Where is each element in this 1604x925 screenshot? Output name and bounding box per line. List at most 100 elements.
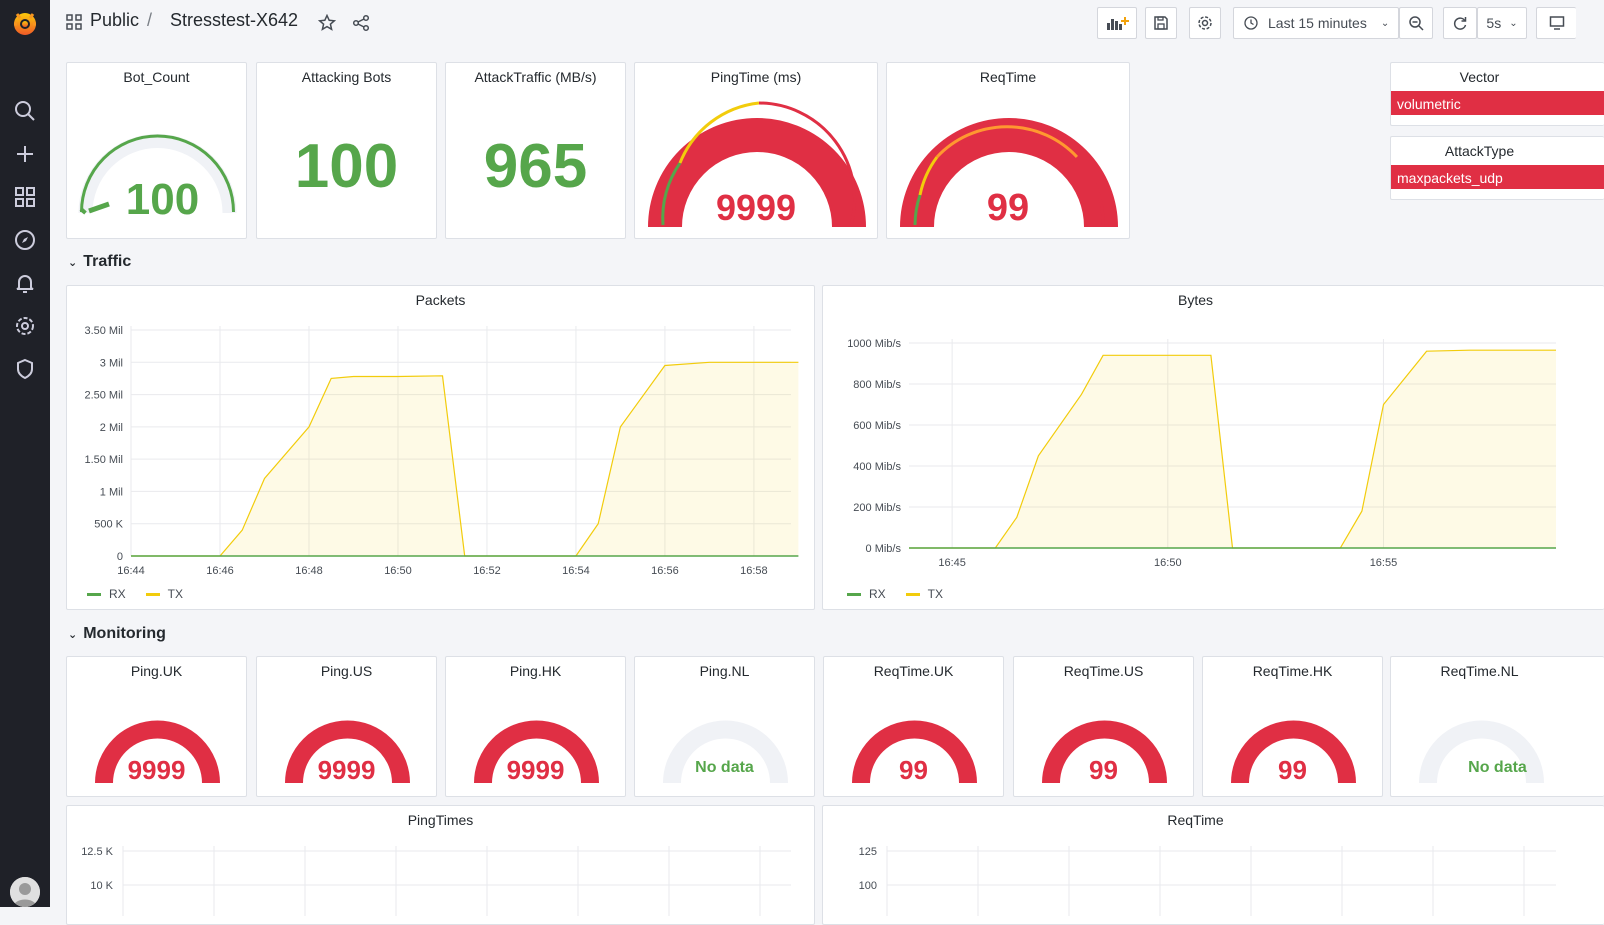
breadcrumb-folder[interactable]: Public <box>90 10 140 30</box>
x-tick-label: 16:50 <box>384 565 412 577</box>
x-tick-label: 16:55 <box>1370 557 1398 569</box>
refresh-interval-picker[interactable]: 5s ⌄ <box>1477 7 1527 39</box>
gauge-value: No data <box>1468 759 1527 776</box>
bot-count-value: 100 <box>125 175 200 224</box>
y-tick-label: 0 <box>117 551 123 563</box>
gauge-fill <box>474 720 599 784</box>
y-tick-label: 12.5 K <box>81 846 113 858</box>
breadcrumb-separator: / <box>147 10 153 30</box>
packets-chart: 3.50 Mil 3 Mil 2.50 Mil 2 Mil 1.50 Mil 1 Mil 5… <box>84 325 799 577</box>
explore-compass-icon[interactable] <box>11 226 39 254</box>
panel-title: AttackTraffic (MB/s) <box>474 69 597 85</box>
panel-monitor-reqtime-us[interactable]: ReqTime.US 99 <box>1013 656 1194 797</box>
attack-traffic-value: 965 <box>483 132 588 201</box>
gauge-arc <box>95 720 220 784</box>
x-tick-label: 16:54 <box>562 565 590 577</box>
gauge-value: 99 <box>1089 755 1118 785</box>
gauge-arc <box>1042 720 1167 784</box>
panel-title: ReqTime <box>979 69 1037 85</box>
legend-tx[interactable]: TX <box>927 587 944 601</box>
chevron-down-icon: ⌄ <box>1509 17 1518 29</box>
row-monitoring[interactable]: ⌄ Monitoring <box>68 625 166 643</box>
refresh-button[interactable] <box>1443 7 1477 39</box>
gauge-value: 9999 <box>127 755 186 785</box>
dashboard-settings-button[interactable] <box>1189 7 1221 39</box>
bytes-legend: RX TX <box>847 587 963 601</box>
series-tx-line <box>131 361 799 557</box>
gauge-fill <box>95 720 220 784</box>
y-tick-label: 10 K <box>90 880 113 892</box>
dashboard-title[interactable]: Stresstest-X642 <box>170 10 299 30</box>
gauge-arc <box>663 720 788 784</box>
zoom-out-icon <box>1409 16 1424 31</box>
x-tick-label: 16:48 <box>295 565 323 577</box>
panel-monitor-reqtime-hk[interactable]: ReqTime.HK 99 <box>1202 656 1383 797</box>
y-tick-label: 500 K <box>94 519 123 531</box>
gauge-arc <box>474 720 599 784</box>
gauge-value: 9999 <box>317 755 376 785</box>
panel-title: Bytes <box>1177 292 1213 308</box>
legend-tx[interactable]: TX <box>167 587 184 601</box>
panel-monitor-reqtime-nl[interactable]: ReqTime.NL No data <box>1390 656 1604 797</box>
panel-bot-count[interactable]: Bot_Count 100 <box>66 62 247 239</box>
y-tick-label: 2.50 Mil <box>84 390 123 402</box>
panel-bytes[interactable]: Bytes 1000 Mib/s 800 Mib/s 600 Mib/s 400 Mi… <box>822 285 1604 610</box>
add-panel-button[interactable] <box>1097 7 1137 39</box>
time-range-picker[interactable]: Last 15 minutes ⌄ <box>1233 7 1399 39</box>
shield-icon[interactable] <box>11 355 39 383</box>
bytes-chart: 1000 Mib/s 800 Mib/s 600 Mib/s 400 Mib/s 200… <box>847 338 1556 569</box>
panel-monitor-ping-nl[interactable]: Ping.NL No data <box>634 656 815 797</box>
panel-title: ReqTime.UK <box>873 663 954 679</box>
panel-attack-type[interactable]: AttackType maxpackets_udp <box>1390 136 1604 200</box>
panel-req-time[interactable]: ReqTime 99 <box>886 62 1130 239</box>
gear-icon <box>1198 16 1212 30</box>
chevron-down-icon: ⌄ <box>68 629 78 641</box>
bell-icon[interactable] <box>11 269 39 297</box>
gauge-arc <box>1419 720 1544 784</box>
gear-icon[interactable] <box>11 312 39 340</box>
x-tick-label: 16:44 <box>117 565 145 577</box>
gauge-fill <box>852 720 977 784</box>
plus-icon[interactable] <box>11 140 39 168</box>
y-tick-label: 600 Mib/s <box>853 420 901 432</box>
save-dashboard-button[interactable] <box>1145 7 1177 39</box>
panel-vector[interactable]: Vector volumetric <box>1390 62 1604 126</box>
req-time-value: 99 <box>986 187 1030 229</box>
x-tick-label: 16:52 <box>473 565 501 577</box>
tv-mode-button[interactable] <box>1536 7 1576 39</box>
row-traffic-title: Traffic <box>83 253 132 270</box>
ping-time-value: 9999 <box>715 187 797 228</box>
attacking-bots-value: 100 <box>294 132 399 201</box>
panel-reqtime-chart[interactable]: ReqTime 125 100 <box>822 805 1604 925</box>
share-icon[interactable] <box>352 14 370 37</box>
row-traffic[interactable]: ⌄ Traffic <box>68 253 131 271</box>
panel-monitor-ping-us[interactable]: Ping.US 9999 <box>256 656 437 797</box>
panel-monitor-reqtime-uk[interactable]: ReqTime.UK 99 <box>823 656 1004 797</box>
panel-monitor-ping-uk[interactable]: Ping.UK 9999 <box>66 656 247 797</box>
clock-icon <box>1244 16 1258 30</box>
gauge-value: 9999 <box>506 755 565 785</box>
zoom-out-button[interactable] <box>1399 7 1433 39</box>
x-tick-label: 16:58 <box>740 565 768 577</box>
panel-pingtimes[interactable]: PingTimes 12.5 K 10 K <box>66 805 815 925</box>
gauge-arc <box>285 720 410 784</box>
user-avatar[interactable] <box>10 877 40 907</box>
dashboards-icon[interactable] <box>11 183 39 211</box>
star-icon[interactable] <box>317 13 337 37</box>
grafana-logo-icon[interactable] <box>8 6 42 40</box>
panel-title: ReqTime.US <box>1063 663 1144 679</box>
panel-title: ReqTime.NL <box>1440 663 1519 679</box>
save-icon <box>1154 16 1168 30</box>
panel-title: Vector <box>1459 69 1500 85</box>
legend-rx[interactable]: RX <box>869 587 886 601</box>
legend-rx[interactable]: RX <box>109 587 126 601</box>
panel-ping-time[interactable]: PingTime (ms) 9999 <box>634 62 878 239</box>
x-tick-label: 16:46 <box>206 565 234 577</box>
panel-attack-traffic[interactable]: AttackTraffic (MB/s) 965 <box>445 62 626 239</box>
ping-time-gauge <box>648 101 866 228</box>
panel-monitor-ping-hk[interactable]: Ping.HK 9999 <box>445 656 626 797</box>
x-tick-label: 16:56 <box>651 565 679 577</box>
panel-packets[interactable]: Packets 3.50 Mil 3 Mil 2.50 Mil 2 Mil 1.50 M… <box>66 285 815 610</box>
search-icon[interactable] <box>11 97 39 125</box>
panel-attacking-bots[interactable]: Attacking Bots 100 <box>256 62 437 239</box>
